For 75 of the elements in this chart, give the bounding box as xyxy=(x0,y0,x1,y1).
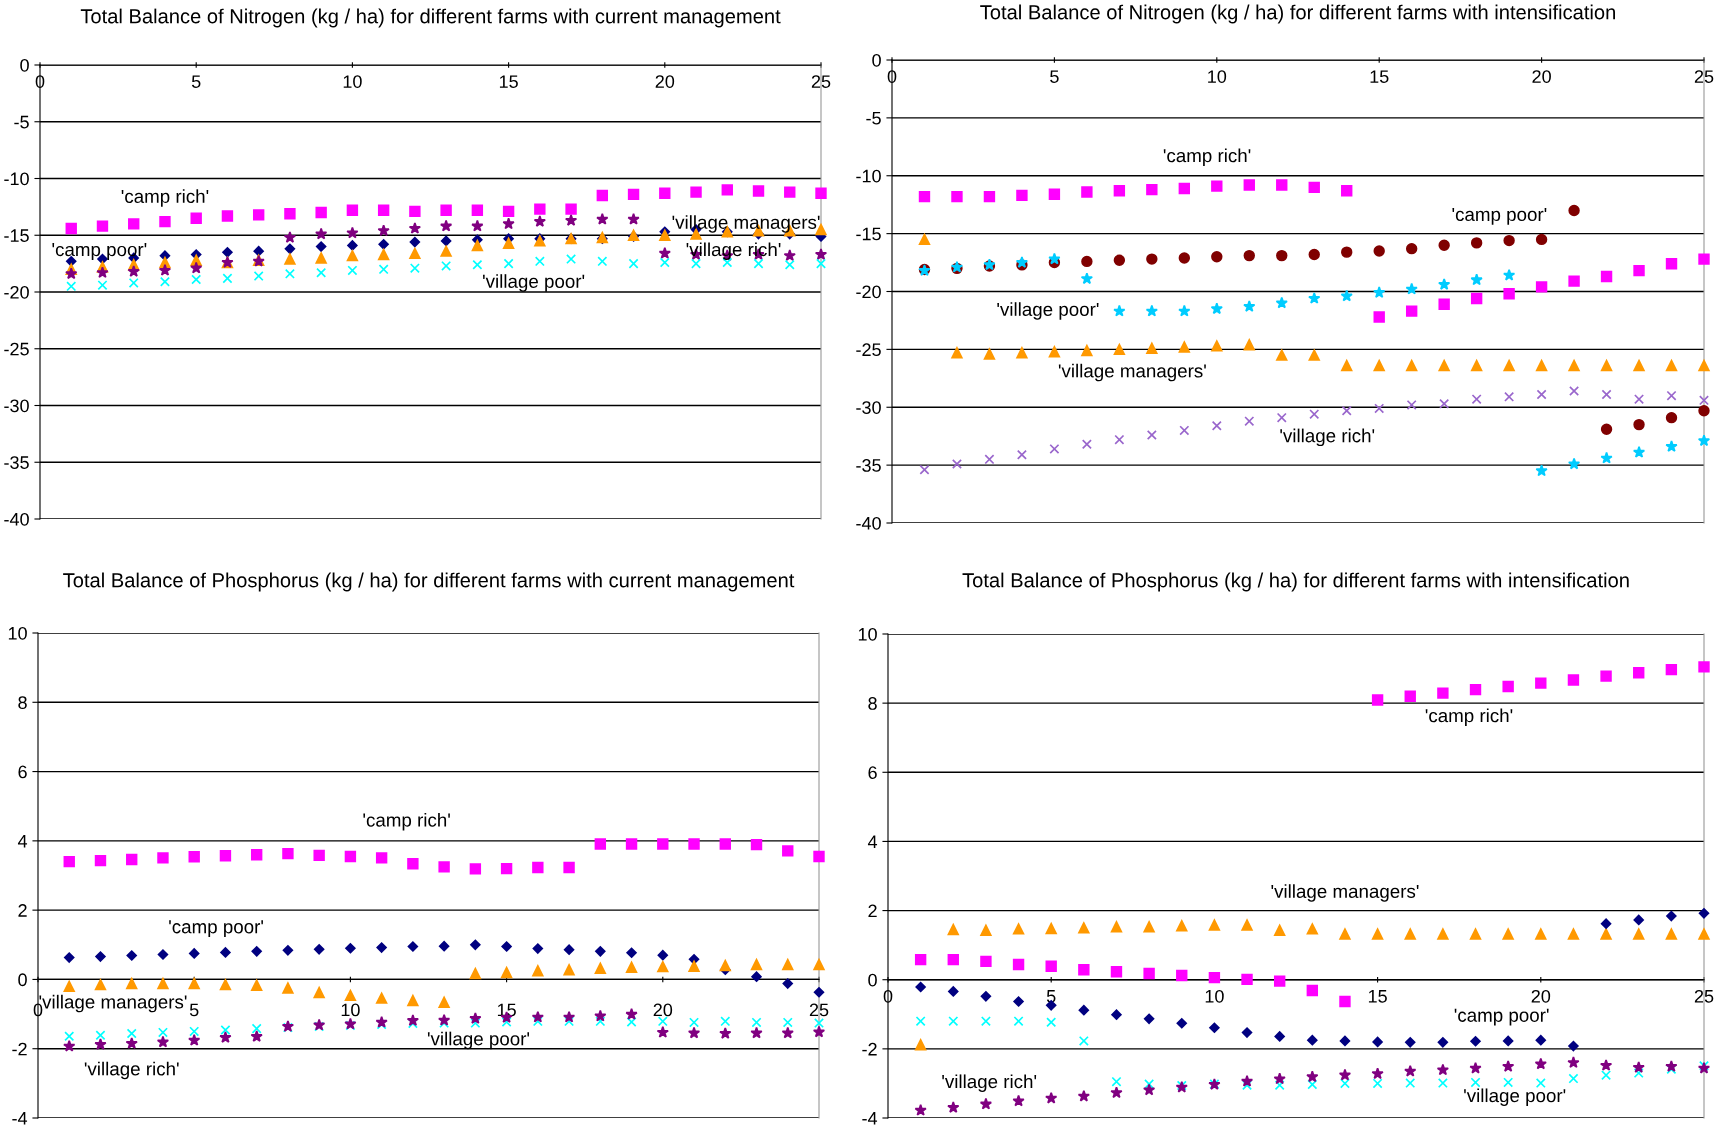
x-tick-label: 10 xyxy=(341,1003,360,1017)
y-tick-label: -5 xyxy=(866,112,881,125)
y-tick-label: 10 xyxy=(858,627,877,641)
annotation: 'camp rich' xyxy=(1425,708,1513,726)
y-tick-label: -15 xyxy=(856,227,881,241)
annotation: 'village poor' xyxy=(997,302,1099,320)
x-tick-label: 25 xyxy=(1694,989,1714,1003)
annotation: 'camp rich' xyxy=(363,812,450,831)
x-tick-label: 15 xyxy=(1368,990,1387,1003)
y-tick-label: -40 xyxy=(4,512,29,526)
annotation: 'camp rich' xyxy=(1163,148,1251,166)
x-tick-label: 25 xyxy=(809,1003,829,1017)
y-tick-label: -40 xyxy=(856,516,881,530)
x-tick-label: 25 xyxy=(811,75,831,88)
y-tick-label: -10 xyxy=(4,172,29,186)
chart-title: Total Balance of Phosphorus (kg / ha) for different farms with current management xyxy=(63,572,795,592)
x-tick-label: 20 xyxy=(1532,70,1551,83)
annotation: 'village rich' xyxy=(84,1061,179,1080)
y-tick-label: 6 xyxy=(18,765,27,779)
x-tick-label: 15 xyxy=(1370,70,1389,83)
y-tick-label: -30 xyxy=(4,399,29,413)
y-tick-label: -20 xyxy=(4,285,29,299)
y-tick-label: 2 xyxy=(868,904,877,918)
annotation: 'village rich' xyxy=(942,1074,1037,1092)
annotation: 'village poor' xyxy=(1464,1088,1566,1106)
annotation: 'village rich' xyxy=(686,242,781,260)
annotation: 'village poor' xyxy=(483,274,585,292)
x-tick-label: 10 xyxy=(1208,70,1227,83)
y-tick-label: -5 xyxy=(14,115,29,129)
chart-title: Total Balance of Nitrogen (kg / ha) for different farms with current management xyxy=(80,8,781,28)
chart-title: Total Balance of Phosphorus (kg / ha) for different farms with intensification xyxy=(962,572,1629,592)
y-tick-label: -35 xyxy=(856,459,881,472)
annotation: 'camp poor' xyxy=(169,920,263,938)
x-tick-label: 15 xyxy=(499,75,518,88)
y-tick-label: -4 xyxy=(862,1112,878,1125)
y-tick-label: -2 xyxy=(862,1042,877,1056)
x-tick-label: 25 xyxy=(1694,70,1714,83)
annotation: 'village poor' xyxy=(427,1031,530,1050)
x-tick-label: 5 xyxy=(189,1003,199,1017)
y-tick-label: -4 xyxy=(12,1112,28,1125)
annotation: 'village managers' xyxy=(1058,363,1206,382)
y-tick-label: 0 xyxy=(18,973,27,987)
x-tick-label: 5 xyxy=(1050,70,1059,83)
y-tick-label: 6 xyxy=(868,766,877,780)
y-tick-label: 2 xyxy=(18,904,27,917)
y-tick-label: 10 xyxy=(8,626,27,640)
y-tick-label: -20 xyxy=(856,285,881,299)
x-tick-label: 5 xyxy=(191,75,201,88)
y-tick-label: 8 xyxy=(18,696,27,710)
x-tick-label: 20 xyxy=(653,1003,673,1017)
y-tick-label: -35 xyxy=(4,456,29,469)
y-tick-label: 0 xyxy=(868,973,877,987)
annotation: 'village managers' xyxy=(1271,884,1419,902)
y-tick-label: 0 xyxy=(872,53,881,67)
y-tick-label: 4 xyxy=(867,835,878,848)
x-tick-label: 20 xyxy=(655,75,675,88)
y-tick-label: -25 xyxy=(4,342,29,356)
annotation: 'village managers' xyxy=(672,215,820,233)
y-tick-label: -10 xyxy=(856,169,881,183)
annotation: 'village rich' xyxy=(1280,428,1375,447)
x-tick-label: 10 xyxy=(343,75,362,88)
y-tick-label: 0 xyxy=(20,58,29,72)
y-tick-label: -25 xyxy=(856,343,881,357)
y-tick-label: -30 xyxy=(856,401,881,414)
y-tick-label: -15 xyxy=(4,229,29,242)
annotation: 'camp poor' xyxy=(1454,1008,1549,1026)
x-tick-label: 20 xyxy=(1531,989,1551,1003)
y-tick-label: 8 xyxy=(868,697,877,710)
y-tick-label: 4 xyxy=(17,834,28,848)
chart-title: Total Balance of Nitrogen (kg / ha) for different farms with intensification xyxy=(980,4,1615,24)
x-tick-label: 10 xyxy=(1205,989,1224,1003)
y-tick-label: -2 xyxy=(12,1042,27,1056)
annotation: 'camp poor' xyxy=(52,243,147,260)
annotation: 'camp poor' xyxy=(1452,207,1547,225)
annotation: 'camp rich' xyxy=(121,189,209,207)
